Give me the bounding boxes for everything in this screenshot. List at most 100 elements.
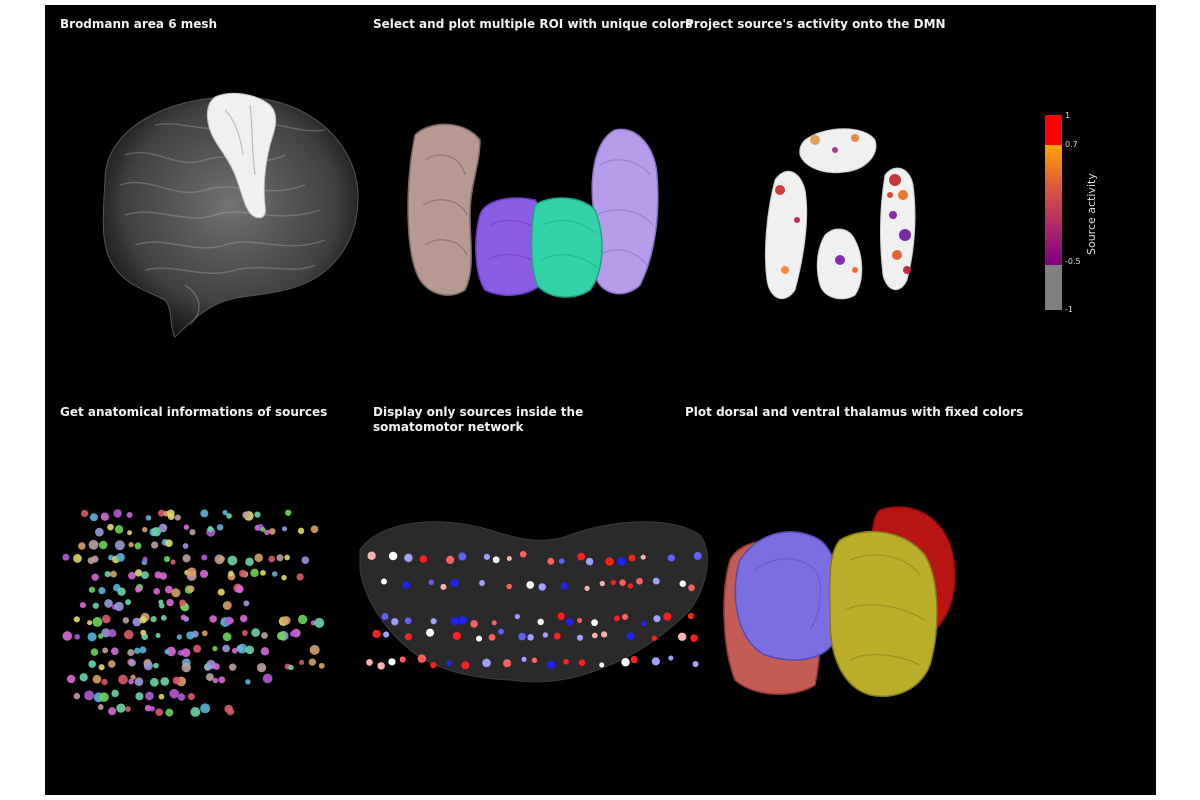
- source-dot: [102, 647, 109, 654]
- source-dot: [99, 692, 109, 702]
- source-dot: [284, 509, 292, 516]
- roi-center-teal: [530, 197, 603, 298]
- somatomotor-source-dot: [599, 662, 605, 668]
- source-dot: [88, 660, 96, 668]
- source-dot: [179, 599, 186, 607]
- source-dot: [166, 646, 176, 657]
- source-dot: [276, 631, 286, 641]
- source-dot: [102, 614, 111, 624]
- source-dot: [134, 677, 144, 687]
- source-dot: [281, 616, 291, 625]
- source-dot: [150, 616, 157, 623]
- source-dot: [212, 646, 218, 652]
- somatomotor-source-dot: [626, 632, 635, 641]
- source-dot: [62, 631, 73, 641]
- source-dot: [181, 648, 191, 658]
- source-dot: [288, 664, 294, 671]
- source-dot: [297, 527, 305, 535]
- source-dot: [200, 509, 209, 518]
- source-dot: [187, 693, 195, 701]
- source-dot: [88, 586, 96, 593]
- somatomotor-source-dot: [440, 583, 447, 590]
- source-dot: [73, 554, 82, 563]
- somatomotor-source-dot: [458, 552, 467, 561]
- source-dot: [212, 677, 219, 684]
- source-dot: [231, 647, 238, 654]
- source-dot: [256, 662, 267, 673]
- anatomical-sources-render: [60, 475, 345, 720]
- source-dot: [299, 659, 305, 665]
- source-dot: [227, 555, 238, 566]
- source-dot: [207, 526, 214, 533]
- figure-canvas: Brodmann area 6 mesh Select and plot mul…: [45, 5, 1156, 795]
- somatomotor-source-dot: [399, 656, 406, 663]
- source-dot: [187, 567, 197, 577]
- source-activity-colorbar: [1045, 115, 1062, 310]
- source-dot: [154, 571, 162, 579]
- source-dot: [260, 647, 270, 656]
- brodmann-brain-render: [65, 75, 365, 345]
- somatomotor-source-dot: [446, 555, 455, 564]
- somatomotor-source-dot: [402, 581, 410, 589]
- source-dot: [200, 569, 209, 578]
- source-dot: [245, 679, 251, 685]
- source-dot: [84, 690, 94, 701]
- source-dot: [143, 661, 153, 671]
- source-dot: [101, 628, 111, 638]
- somatomotor-source-dot: [640, 554, 646, 560]
- source-dot: [92, 602, 99, 609]
- somatomotor-source-dot: [601, 631, 608, 638]
- somatomotor-source-dot: [640, 620, 647, 627]
- source-dot: [251, 628, 260, 637]
- source-dot: [222, 601, 232, 610]
- somatomotor-source-dot: [404, 633, 413, 641]
- somatomotor-source-dot: [470, 620, 478, 628]
- source-dot: [309, 644, 320, 655]
- source-dot: [164, 649, 170, 655]
- somatomotor-source-dot: [527, 634, 534, 641]
- source-dot: [128, 678, 134, 685]
- somatomotor-source-dot: [621, 658, 630, 667]
- somatomotor-source-dot: [627, 583, 634, 589]
- source-dot: [125, 706, 131, 712]
- source-dot: [271, 571, 278, 577]
- somatomotor-source-dot: [526, 581, 535, 589]
- somatomotor-source-dot: [482, 658, 491, 668]
- source-dot: [145, 515, 152, 521]
- source-dot: [187, 585, 195, 593]
- source-dot: [89, 513, 98, 522]
- source-dot: [213, 663, 220, 670]
- source-dot: [308, 658, 317, 666]
- source-dot: [114, 540, 125, 551]
- source-dot: [128, 659, 136, 667]
- source-dot: [104, 599, 113, 608]
- source-dot: [217, 588, 225, 596]
- somatomotor-source-dot: [651, 635, 657, 641]
- source-dot: [111, 689, 119, 698]
- source-dot: [78, 542, 86, 550]
- panel-title-brodmann: Brodmann area 6 mesh: [60, 17, 218, 31]
- source-dot: [124, 629, 134, 640]
- roi-right-lavender: [591, 128, 659, 295]
- somatomotor-source-dot: [458, 616, 467, 625]
- source-dot: [134, 542, 142, 550]
- somatomotor-source-dot: [377, 662, 385, 670]
- somatomotor-source-dot: [599, 580, 605, 587]
- somatomotor-source-dot: [476, 635, 483, 642]
- source-dot: [158, 523, 168, 533]
- source-dot: [107, 660, 116, 668]
- source-dot: [237, 643, 248, 654]
- somatomotor-source-dot: [417, 654, 427, 663]
- source-dot: [108, 707, 117, 716]
- source-dot: [281, 574, 287, 581]
- colorbar-tick-0.7: 0.7: [1065, 140, 1078, 149]
- source-dot: [79, 602, 86, 609]
- source-dot: [268, 555, 276, 563]
- source-dot: [264, 529, 270, 535]
- somatomotor-source-dot: [557, 612, 565, 620]
- somatomotor-source-dot: [688, 584, 695, 592]
- panel-title-dmn: Project source's activity onto the DMN: [685, 17, 946, 31]
- somatomotor-source-dot: [610, 579, 617, 586]
- source-dot: [135, 692, 144, 701]
- somatomotor-source-dot: [367, 551, 376, 560]
